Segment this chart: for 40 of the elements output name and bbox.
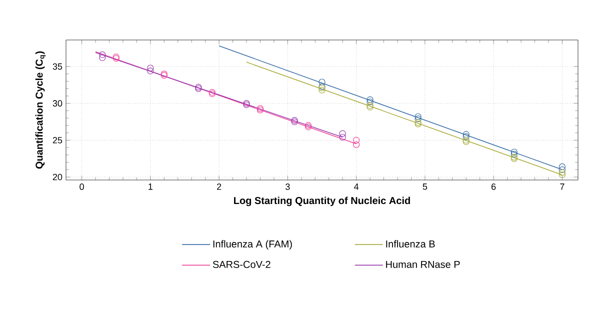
y-tick-label: 25 (52, 137, 62, 144)
point (558, 172, 566, 178)
y-axis-title: Quantification Cycle (C$_{q}$) (35, 51, 46, 169)
point (366, 96, 374, 103)
point (414, 116, 422, 122)
legend-label: SARS-CoV-2 (212, 260, 270, 268)
y-tick-label: 20 (52, 174, 62, 180)
point (462, 133, 470, 140)
point (99, 54, 106, 61)
point (339, 130, 346, 137)
x-tick-label: 4 (354, 184, 359, 190)
point (147, 64, 154, 72)
point (510, 148, 518, 156)
point (558, 163, 566, 170)
point (558, 169, 566, 176)
point (353, 136, 360, 144)
point (510, 150, 518, 158)
legend-label: Influenza A (FAM) (213, 240, 292, 250)
point (147, 68, 154, 74)
x-axis-title: Log Starting Quantity of Nucleic Acid (234, 196, 410, 206)
point (558, 166, 566, 173)
point (353, 141, 360, 148)
point (318, 78, 326, 86)
point (366, 98, 374, 106)
point (318, 86, 326, 94)
x-tick-label: 2 (217, 184, 222, 190)
point (99, 51, 106, 58)
y-tick-label: 35 (52, 63, 62, 70)
point (414, 113, 422, 120)
legend-label: Human RNase P (386, 260, 460, 268)
x-tick-label: 6 (492, 184, 496, 190)
x-tick-label: 0 (80, 184, 84, 190)
x-tick-label: 3 (286, 184, 290, 190)
x-tick-label: 1 (148, 184, 152, 190)
x-tick-label: 7 (560, 184, 564, 190)
point (462, 131, 470, 138)
y-tick-label: 30 (52, 100, 62, 107)
point (339, 134, 346, 141)
legend-label: Influenza B (386, 240, 435, 248)
x-tick-label: 5 (422, 184, 428, 190)
